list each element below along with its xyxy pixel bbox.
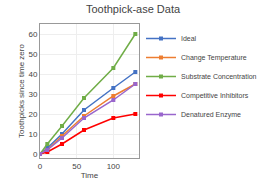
- svg-text:60: 60: [28, 30, 37, 39]
- svg-text:Substrate Concentration: Substrate Concentration: [181, 73, 257, 80]
- svg-text:Change Temperature: Change Temperature: [181, 54, 247, 62]
- svg-text:Denatured Enzyme: Denatured Enzyme: [181, 111, 241, 119]
- svg-text:Time: Time: [81, 171, 99, 180]
- svg-text:20: 20: [28, 110, 37, 119]
- svg-text:50: 50: [28, 50, 37, 59]
- svg-text:Toothpicks since time zero: Toothpicks since time zero: [17, 44, 26, 138]
- svg-text:Toothpick-ase Data: Toothpick-ase Data: [86, 3, 181, 15]
- svg-text:0: 0: [33, 150, 38, 159]
- svg-text:100: 100: [107, 162, 121, 171]
- svg-text:30: 30: [28, 90, 37, 99]
- svg-text:Competitive Inhibitors: Competitive Inhibitors: [181, 92, 249, 100]
- svg-text:10: 10: [28, 130, 37, 139]
- svg-text:0: 0: [38, 162, 43, 171]
- svg-text:Ideal: Ideal: [181, 35, 197, 42]
- svg-text:40: 40: [28, 70, 37, 79]
- svg-text:50: 50: [72, 162, 81, 171]
